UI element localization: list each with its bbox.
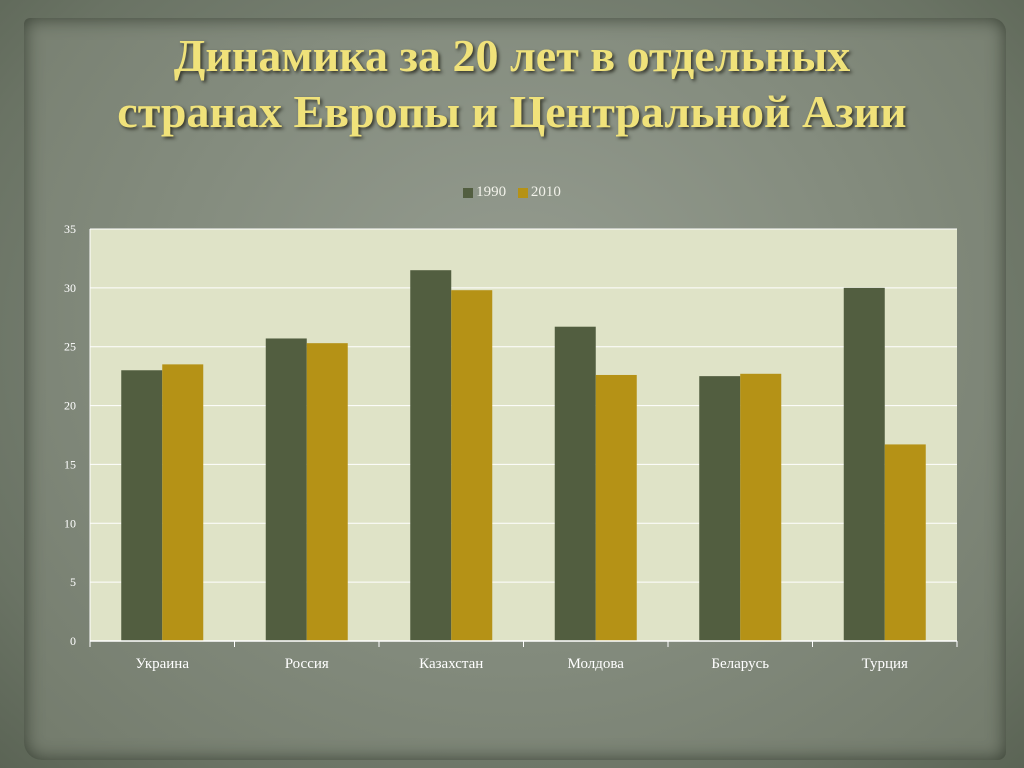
y-tick-label: 5 [70,575,76,589]
bar-2010 [306,343,348,641]
bar-2010 [595,374,637,641]
y-tick-label: 30 [64,281,76,295]
legend-swatch-2010 [517,187,528,198]
slide-title: Динамика за 20 лет в отдельных странах Е… [0,28,1024,140]
x-category-label: Россия [285,656,329,672]
y-tick-label: 0 [70,634,76,648]
bar-1990 [843,287,885,641]
legend-item-1990: 1990 [463,184,506,201]
bar-2010 [162,364,204,641]
x-category-label: Казахстан [419,656,483,672]
x-category-label: Турция [862,656,908,672]
y-tick-label: 35 [64,222,76,236]
bar-1990 [554,326,596,641]
y-tick-label: 25 [64,340,76,354]
bar-2010 [884,444,926,641]
bar-1990 [699,376,741,641]
plot-area [90,229,957,641]
y-tick-label: 15 [64,457,76,471]
bar-2010 [451,290,493,641]
x-category-label: Беларусь [711,656,769,672]
legend-label-1990: 1990 [476,184,507,200]
x-category-label: Украина [136,656,190,672]
legend-item-2010: 2010 [517,184,561,201]
y-tick-label: 10 [64,516,76,530]
title-line-1: Динамика за 20 лет в отдельных [173,30,851,81]
title-line-2: странах Европы и Центральной Азии [117,86,907,137]
bar-2010 [740,373,782,641]
legend-label-2010: 2010 [530,184,561,200]
bar-1990 [265,338,307,641]
chart-legend: 1990 2010 [0,184,1024,203]
bar-1990 [410,270,452,641]
legend-swatch-1990 [463,187,474,198]
y-tick-label: 20 [64,399,76,413]
bar-1990 [121,370,163,641]
x-category-label: Молдова [568,656,625,672]
